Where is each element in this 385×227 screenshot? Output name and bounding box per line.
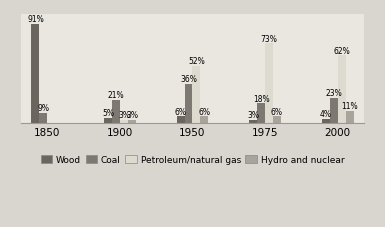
Bar bbox=[201, 117, 208, 123]
Bar bbox=[184, 84, 192, 123]
Bar bbox=[120, 120, 128, 123]
Bar bbox=[321, 119, 330, 123]
Text: 52%: 52% bbox=[188, 57, 205, 66]
Bar bbox=[104, 118, 112, 123]
Bar bbox=[128, 120, 136, 123]
Text: 62%: 62% bbox=[333, 46, 350, 55]
Bar bbox=[338, 56, 346, 123]
Bar bbox=[39, 114, 47, 123]
Bar bbox=[330, 99, 338, 123]
Text: 3%: 3% bbox=[247, 110, 259, 119]
Text: 6%: 6% bbox=[271, 107, 283, 116]
Text: 3%: 3% bbox=[118, 110, 130, 119]
Bar bbox=[32, 25, 39, 123]
Bar bbox=[112, 101, 120, 123]
Text: 9%: 9% bbox=[37, 104, 49, 113]
Text: 5%: 5% bbox=[102, 108, 114, 117]
Bar bbox=[265, 44, 273, 123]
Text: 73%: 73% bbox=[261, 35, 278, 43]
Text: 4%: 4% bbox=[320, 109, 331, 118]
Bar bbox=[273, 117, 281, 123]
Text: 11%: 11% bbox=[341, 102, 358, 111]
Bar bbox=[177, 117, 184, 123]
Text: 23%: 23% bbox=[325, 89, 342, 98]
Text: 6%: 6% bbox=[199, 107, 211, 116]
Text: 91%: 91% bbox=[27, 15, 44, 24]
Text: 3%: 3% bbox=[126, 110, 138, 119]
Bar bbox=[249, 120, 257, 123]
Text: 6%: 6% bbox=[174, 107, 186, 116]
Text: 21%: 21% bbox=[108, 91, 124, 100]
Bar bbox=[346, 111, 353, 123]
Bar bbox=[257, 104, 265, 123]
Text: 18%: 18% bbox=[253, 94, 270, 103]
Text: 36%: 36% bbox=[180, 74, 197, 84]
Bar bbox=[192, 67, 201, 123]
Legend: Wood, Coal, Petroleum/natural gas, Hydro and nuclear: Wood, Coal, Petroleum/natural gas, Hydro… bbox=[37, 152, 348, 168]
